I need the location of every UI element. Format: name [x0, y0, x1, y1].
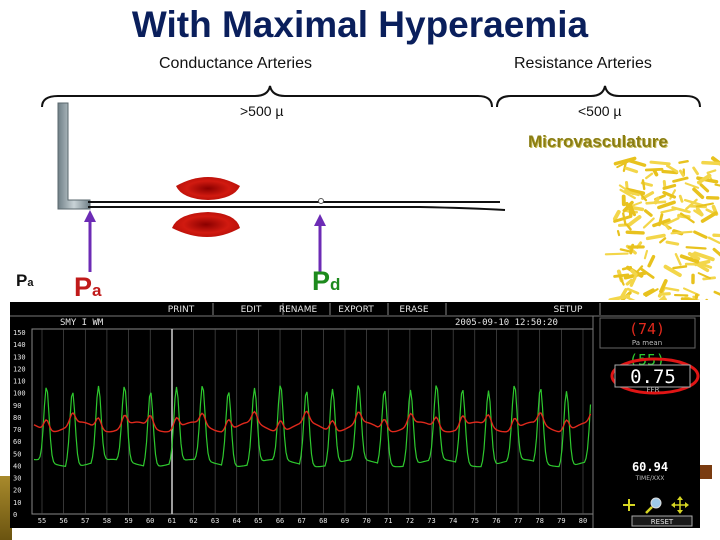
x-tick-label: 78	[536, 517, 544, 525]
menu-print[interactable]: PRINT	[168, 305, 195, 315]
time-value: 60.94	[632, 460, 668, 474]
resistance-arteries-label: Resistance Arteries	[514, 55, 652, 72]
y-tick-label: 100	[13, 390, 26, 398]
y-tick-label: 140	[13, 341, 26, 349]
pa-mean-value: (74)	[629, 320, 665, 338]
reset-button-label: RESET	[651, 518, 674, 526]
x-tick-label: 59	[124, 517, 132, 525]
slide-title: With Maximal Hyperaemia	[131, 4, 589, 45]
move-arrows-icon[interactable]	[671, 496, 689, 514]
y-tick-label: 90	[13, 402, 21, 410]
x-tick-label: 64	[233, 517, 241, 525]
x-tick-label: 65	[254, 517, 262, 525]
pressure-wire-tip	[318, 198, 324, 204]
pa-label: Pa	[74, 272, 102, 302]
pa-mean-label: Pa mean	[632, 339, 662, 347]
pressure-monitor: PRINT EDIT RENAME EXPORT ERASE SETUP SMY I WM…	[10, 302, 700, 528]
x-tick-label: 77	[514, 517, 522, 525]
y-tick-label: 40	[13, 462, 21, 470]
x-tick-label: 61	[168, 517, 176, 525]
x-tick-label: 55	[38, 517, 46, 525]
x-tick-label: 69	[341, 517, 349, 525]
ffr-label: FFR	[647, 386, 660, 394]
microvasculature-label: Microvasculature	[528, 132, 668, 151]
x-tick-label: 63	[211, 517, 219, 525]
x-tick-label: 66	[276, 517, 284, 525]
time-label: TIME/XXX	[635, 475, 665, 482]
y-tick-label: 70	[13, 426, 21, 434]
x-tick-label: 56	[59, 517, 67, 525]
y-tick-label: 120	[13, 365, 26, 373]
lower-plaque	[172, 212, 240, 237]
menu-setup[interactable]: SETUP	[554, 305, 583, 315]
x-tick-label: 58	[103, 517, 111, 525]
x-tick-label: 76	[492, 517, 500, 525]
y-tick-label: 110	[13, 378, 26, 386]
y-tick-label: 10	[13, 499, 21, 507]
conductance-diameter: >500 µ	[240, 103, 284, 119]
x-tick-label: 62	[189, 517, 197, 525]
y-tick-label: 30	[13, 475, 21, 483]
conductance-brace	[41, 85, 493, 108]
y-tick-label: 80	[13, 414, 21, 422]
resistance-diameter: <500 µ	[578, 103, 622, 119]
menu-rename[interactable]: RENAME	[279, 305, 318, 315]
artery-diagram	[41, 85, 720, 300]
x-tick-label: 70	[362, 517, 370, 525]
y-tick-label: 20	[13, 487, 21, 495]
y-tick-label: 60	[13, 438, 21, 446]
x-tick-label: 80	[579, 517, 587, 525]
menu-erase[interactable]: ERASE	[399, 305, 428, 315]
ffr-highlight-ring	[610, 357, 700, 395]
pa-trace	[33, 410, 592, 433]
x-tick-label: 60	[146, 517, 154, 525]
x-tick-label: 67	[297, 517, 305, 525]
menu-edit[interactable]: EDIT	[241, 305, 262, 315]
upper-plaque	[176, 177, 240, 200]
x-tick-label: 57	[81, 517, 89, 525]
x-tick-label: 79	[557, 517, 565, 525]
plot-grid	[41, 329, 584, 514]
x-tick-label: 74	[449, 517, 457, 525]
y-tick-label: 50	[13, 450, 21, 458]
ffr-value: 0.75	[630, 366, 676, 388]
slide-decoration	[0, 476, 12, 540]
reset-button[interactable]	[631, 515, 693, 527]
conductance-arteries-label: Conductance Arteries	[159, 55, 312, 72]
monitor-patient-id: SMY I WM	[60, 318, 104, 328]
x-tick-label: 71	[384, 517, 392, 525]
y-tick-label: 0	[13, 511, 17, 519]
catheter	[57, 102, 91, 210]
pa-small-label: Pa	[16, 271, 34, 290]
pd-label: Pd	[312, 266, 341, 296]
resistance-brace	[496, 85, 701, 108]
y-tick-label: 130	[13, 353, 26, 361]
x-tick-label: 73	[427, 517, 435, 525]
vessel-bottom-wall	[88, 206, 506, 211]
menu-export[interactable]: EXPORT	[338, 305, 374, 315]
plus-icon[interactable]	[623, 499, 635, 511]
magnifier-icon[interactable]	[645, 497, 662, 514]
x-axis-ticks: 55 56 57 58 59 60 61 62 63 64 65 66 67 68 69 70 71 72 73 74…	[38, 517, 587, 525]
y-tick-label: 150	[13, 329, 26, 337]
microvasculature-texture	[604, 156, 720, 300]
pd-trace	[33, 385, 592, 468]
x-tick-label: 72	[406, 517, 414, 525]
slide-decoration-right	[700, 465, 712, 479]
monitor-datetime: 2005-09-10 12:50:20	[455, 318, 558, 328]
monitor-menu-bar: PRINT EDIT RENAME EXPORT ERASE SETUP	[168, 303, 601, 315]
x-tick-label: 75	[471, 517, 479, 525]
x-tick-label: 68	[319, 517, 327, 525]
